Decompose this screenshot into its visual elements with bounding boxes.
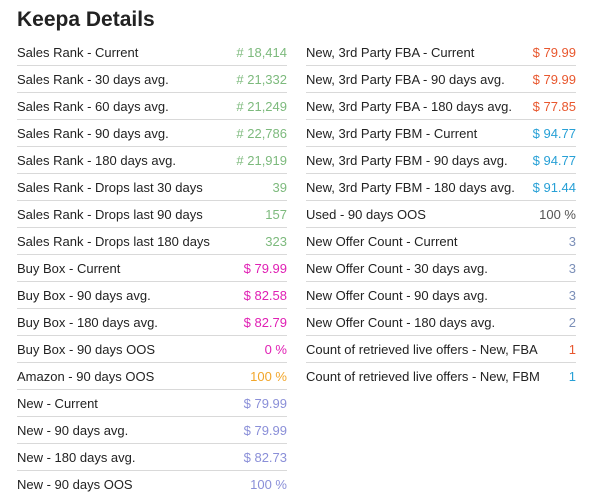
detail-value: $ 79.99: [532, 71, 576, 87]
detail-label: Sales Rank - Drops last 90 days: [17, 206, 203, 222]
detail-label: New, 3rd Party FBA - 90 days avg.: [306, 71, 505, 87]
detail-label: New, 3rd Party FBM - Current: [306, 125, 478, 141]
detail-value: $ 79.99: [243, 395, 287, 411]
detail-row: Sales Rank - 30 days avg. # 21,332: [17, 66, 287, 93]
detail-value: # 18,414: [236, 44, 287, 60]
detail-label: New - 90 days avg.: [17, 422, 129, 438]
detail-value: $ 94.77: [532, 125, 576, 141]
detail-label: New Offer Count - Current: [306, 233, 458, 249]
detail-value: 100 %: [539, 206, 576, 222]
detail-label: Buy Box - 90 days avg.: [17, 287, 151, 303]
detail-value: 39: [272, 179, 287, 195]
detail-label: Buy Box - 180 days avg.: [17, 314, 158, 330]
detail-value: 100 %: [250, 476, 287, 492]
detail-label: Count of retrieved live offers - New, FB…: [306, 368, 540, 384]
detail-value: # 21,919: [236, 152, 287, 168]
detail-row: Amazon - 90 days OOS 100 %: [17, 363, 287, 390]
detail-row: New, 3rd Party FBA - 90 days avg. $ 79.99: [306, 66, 576, 93]
detail-value: 323: [265, 233, 287, 249]
detail-row: Buy Box - Current $ 79.99: [17, 255, 287, 282]
detail-value: $ 79.99: [243, 422, 287, 438]
detail-value: $ 79.99: [243, 260, 287, 276]
detail-row: New Offer Count - 90 days avg. 3: [306, 282, 576, 309]
detail-value: $ 91.44: [532, 179, 576, 195]
detail-row: New, 3rd Party FBM - 90 days avg. $ 94.77: [306, 147, 576, 174]
detail-label: Amazon - 90 days OOS: [17, 368, 155, 384]
detail-row: Sales Rank - 90 days avg. # 22,786: [17, 120, 287, 147]
detail-label: New, 3rd Party FBA - Current: [306, 44, 475, 60]
detail-row: Sales Rank - 60 days avg. # 21,249: [17, 93, 287, 120]
detail-label: Sales Rank - Drops last 30 days: [17, 179, 203, 195]
detail-row: New - 90 days avg. $ 79.99: [17, 417, 287, 444]
detail-label: Sales Rank - Drops last 180 days: [17, 233, 210, 249]
detail-row: Sales Rank - Drops last 180 days 323: [17, 228, 287, 255]
detail-label: New, 3rd Party FBM - 90 days avg.: [306, 152, 508, 168]
detail-label: New, 3rd Party FBM - 180 days avg.: [306, 179, 515, 195]
detail-row: New - 180 days avg. $ 82.73: [17, 444, 287, 471]
detail-row: New Offer Count - Current 3: [306, 228, 576, 255]
right-details-column: New, 3rd Party FBA - Current $ 79.99 New, …: [306, 39, 576, 389]
detail-row: Sales Rank - Drops last 30 days 39: [17, 174, 287, 201]
detail-label: Count of retrieved live offers - New, FB…: [306, 341, 538, 357]
detail-value: $ 79.99: [532, 44, 576, 60]
detail-value: 2: [568, 314, 576, 330]
detail-row: Sales Rank - Current # 18,414: [17, 39, 287, 66]
detail-label: New Offer Count - 30 days avg.: [306, 260, 488, 276]
detail-label: New Offer Count - 90 days avg.: [306, 287, 488, 303]
detail-value: 157: [265, 206, 287, 222]
detail-value: # 21,249: [236, 98, 287, 114]
detail-value: # 21,332: [236, 71, 287, 87]
detail-label: Sales Rank - 90 days avg.: [17, 125, 169, 141]
detail-label: New - 180 days avg.: [17, 449, 136, 465]
detail-row: New, 3rd Party FBM - Current $ 94.77: [306, 120, 576, 147]
detail-label: New - Current: [17, 395, 98, 411]
detail-row: Sales Rank - Drops last 90 days 157: [17, 201, 287, 228]
detail-value: 3: [568, 260, 576, 276]
detail-value: 100 %: [250, 368, 287, 384]
detail-label: Buy Box - Current: [17, 260, 121, 276]
detail-row: New, 3rd Party FBA - 180 days avg. $ 77.8…: [306, 93, 576, 120]
detail-value: 1: [568, 368, 576, 384]
page-title: Keepa Details: [17, 8, 155, 31]
detail-label: New - 90 days OOS: [17, 476, 133, 492]
detail-row: Count of retrieved live offers - New, FB…: [306, 363, 576, 389]
detail-label: Sales Rank - 30 days avg.: [17, 71, 169, 87]
left-details-column: Sales Rank - Current # 18,414 Sales Rank -…: [17, 39, 287, 497]
detail-label: New Offer Count - 180 days avg.: [306, 314, 496, 330]
detail-value: 3: [568, 233, 576, 249]
detail-value: $ 94.77: [532, 152, 576, 168]
detail-row: New, 3rd Party FBA - Current $ 79.99: [306, 39, 576, 66]
detail-value: 1: [568, 341, 576, 357]
detail-value: $ 82.79: [243, 314, 287, 330]
detail-row: New - 90 days OOS 100 %: [17, 471, 287, 497]
detail-row: Buy Box - 90 days OOS 0 %: [17, 336, 287, 363]
detail-value: $ 77.85: [532, 98, 576, 114]
detail-row: New Offer Count - 30 days avg. 3: [306, 255, 576, 282]
detail-row: Used - 90 days OOS 100 %: [306, 201, 576, 228]
detail-label: Buy Box - 90 days OOS: [17, 341, 156, 357]
detail-row: Buy Box - 90 days avg. $ 82.58: [17, 282, 287, 309]
detail-row: Count of retrieved live offers - New, FB…: [306, 336, 576, 363]
detail-value: 0 %: [264, 341, 287, 357]
detail-value: 3: [568, 287, 576, 303]
detail-label: Sales Rank - 60 days avg.: [17, 98, 169, 114]
detail-value: $ 82.58: [243, 287, 287, 303]
detail-label: Used - 90 days OOS: [306, 206, 426, 222]
detail-label: Sales Rank - 180 days avg.: [17, 152, 176, 168]
detail-row: Sales Rank - 180 days avg. # 21,919: [17, 147, 287, 174]
detail-label: Sales Rank - Current: [17, 44, 139, 60]
detail-row: New Offer Count - 180 days avg. 2: [306, 309, 576, 336]
detail-value: # 22,786: [236, 125, 287, 141]
detail-label: New, 3rd Party FBA - 180 days avg.: [306, 98, 512, 114]
detail-row: New - Current $ 79.99: [17, 390, 287, 417]
detail-row: Buy Box - 180 days avg. $ 82.79: [17, 309, 287, 336]
detail-row: New, 3rd Party FBM - 180 days avg. $ 91.4…: [306, 174, 576, 201]
detail-value: $ 82.73: [243, 449, 287, 465]
